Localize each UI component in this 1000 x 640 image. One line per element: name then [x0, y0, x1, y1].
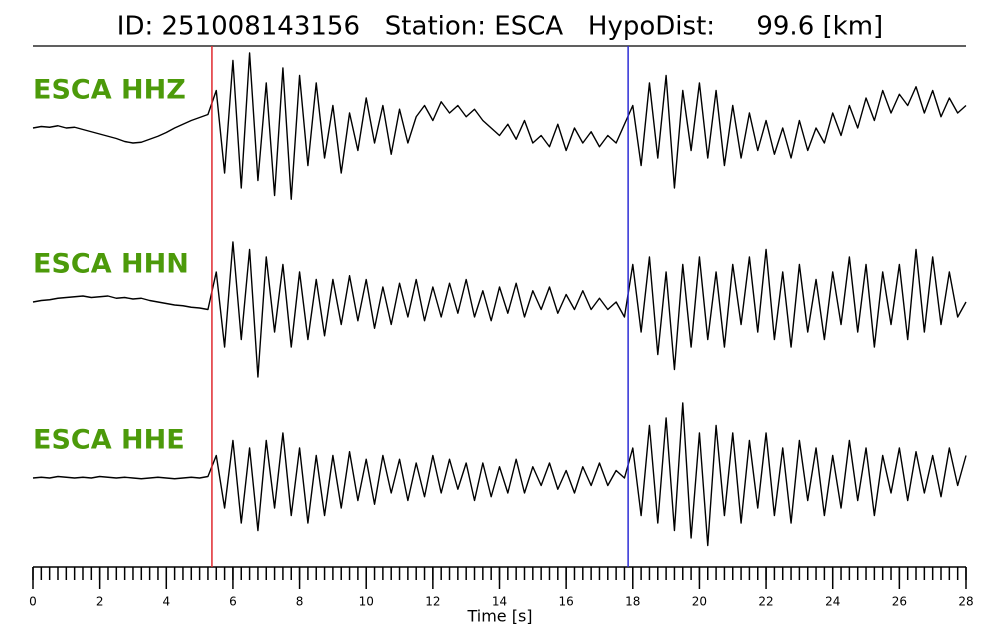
x-tick-label: 12 [425, 595, 440, 609]
x-tick-label: 0 [29, 595, 37, 609]
x-tick-label: 14 [492, 595, 507, 609]
x-tick-label: 10 [359, 595, 374, 609]
x-tick-label: 16 [559, 595, 574, 609]
x-tick-label: 20 [692, 595, 707, 609]
x-tick-label: 4 [162, 595, 170, 609]
x-tick-label: 8 [296, 595, 304, 609]
waveform [32, 402, 967, 547]
x-tick-label: 28 [958, 595, 973, 609]
waveform [32, 52, 967, 200]
x-tick-label: 22 [758, 595, 773, 609]
trace-label: ESCA HHZ [33, 75, 186, 106]
trace-label: ESCA HHE [33, 425, 185, 456]
x-tick-label: 24 [825, 595, 840, 609]
x-tick-label: 6 [229, 595, 237, 609]
x-tick-label: 2 [96, 595, 104, 609]
trace-label: ESCA HHN [33, 249, 189, 280]
x-tick-label: 18 [625, 595, 640, 609]
chart-title: ID: 251008143156 Station: ESCA HypoDist:… [117, 12, 883, 42]
x-axis-label: Time [s] [466, 607, 532, 626]
x-tick-label: 26 [892, 595, 907, 609]
waveform [32, 241, 967, 378]
